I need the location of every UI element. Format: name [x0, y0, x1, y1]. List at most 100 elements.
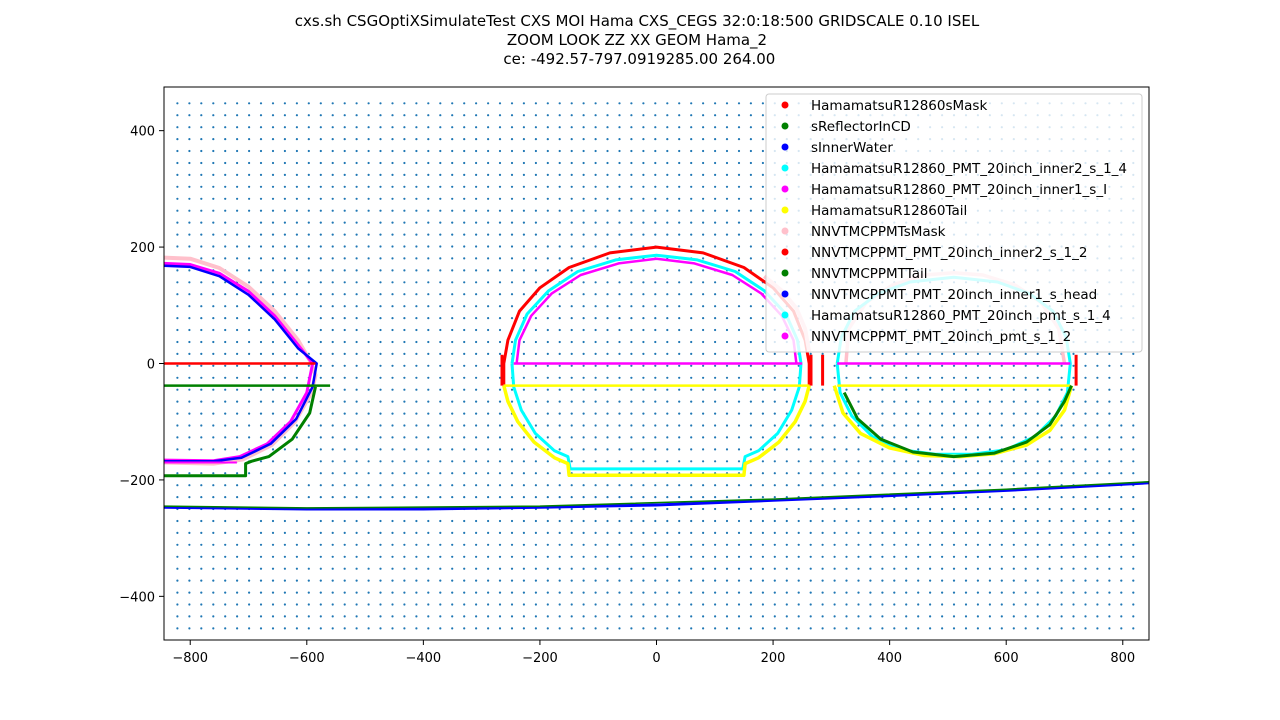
- grid-point: [809, 615, 812, 618]
- grid-point: [1132, 579, 1135, 582]
- grid-point: [212, 496, 215, 499]
- y-tick-label: −400: [119, 590, 155, 605]
- grid-point: [606, 114, 609, 117]
- grid-point: [1048, 484, 1051, 487]
- grid-point: [642, 519, 645, 523]
- legend-label: NNVTMCPPMT_PMT_20inch_inner1_s_head: [811, 287, 1097, 303]
- grid-point: [988, 519, 992, 523]
- grid-point: [546, 245, 549, 248]
- grid-point: [725, 460, 729, 463]
- grid-point: [929, 615, 932, 618]
- grid-point: [1024, 627, 1027, 630]
- grid-point: [451, 543, 454, 546]
- grid-point: [343, 364, 346, 367]
- grid-point: [271, 567, 275, 570]
- grid-point: [355, 317, 358, 320]
- grid-point: [725, 496, 729, 499]
- grid-point: [379, 340, 382, 344]
- grid-point: [415, 185, 418, 188]
- grid-point: [821, 388, 824, 391]
- grid-point: [534, 328, 538, 332]
- grid-point: [331, 436, 334, 439]
- grid-point: [271, 293, 275, 296]
- grid-point: [331, 149, 334, 153]
- grid-point: [391, 149, 394, 153]
- grid-point: [283, 317, 286, 320]
- grid-point: [331, 221, 334, 224]
- grid-point: [510, 496, 514, 499]
- grid-point: [427, 400, 430, 403]
- grid-point: [869, 460, 872, 463]
- grid-point: [391, 221, 394, 224]
- grid-point: [761, 567, 765, 570]
- grid-point: [212, 627, 215, 630]
- grid-point: [618, 340, 621, 344]
- grid-point: [534, 197, 538, 200]
- grid-point: [355, 281, 358, 284]
- grid-point: [594, 317, 597, 320]
- grid-point: [702, 531, 705, 535]
- grid-point: [857, 460, 860, 463]
- grid-point: [534, 496, 538, 499]
- grid-point: [809, 352, 812, 355]
- grid-point: [403, 209, 406, 212]
- grid-point: [331, 555, 334, 558]
- grid-point: [1084, 460, 1087, 463]
- grid-point: [451, 460, 454, 463]
- grid-point: [702, 400, 705, 403]
- grid-point: [343, 149, 346, 153]
- grid-point: [630, 269, 633, 272]
- grid-point: [188, 197, 191, 200]
- grid-point: [271, 352, 275, 355]
- grid-point: [355, 185, 358, 188]
- grid-point: [295, 615, 298, 618]
- grid-point: [630, 340, 633, 344]
- grid-point: [283, 173, 286, 176]
- grid-point: [1048, 579, 1051, 582]
- grid-point: [487, 472, 490, 475]
- grid-point: [1012, 460, 1015, 463]
- grid-point: [1060, 531, 1063, 535]
- grid-point: [964, 424, 968, 427]
- grid-point: [367, 317, 370, 320]
- grid-point: [546, 519, 549, 523]
- grid-point: [367, 364, 370, 367]
- grid-point: [725, 448, 729, 451]
- grid-point: [976, 579, 980, 582]
- grid-point: [797, 627, 800, 630]
- grid-point: [463, 615, 466, 618]
- grid-point: [857, 472, 860, 475]
- grid-point: [522, 615, 526, 618]
- grid-point: [761, 412, 765, 415]
- grid-point: [403, 102, 406, 105]
- grid-point: [355, 472, 358, 475]
- grid-point: [271, 126, 275, 129]
- grid-point: [283, 460, 286, 463]
- grid-point: [331, 472, 334, 475]
- grid-point: [714, 400, 717, 403]
- grid-point: [188, 603, 191, 606]
- grid-point: [451, 496, 454, 499]
- grid-point: [224, 126, 227, 129]
- grid-point: [773, 519, 776, 523]
- grid-point: [594, 281, 597, 284]
- grid-point: [630, 591, 633, 594]
- grid-point: [714, 519, 717, 523]
- grid-point: [188, 484, 191, 487]
- grid-point: [630, 138, 633, 141]
- grid-point: [391, 340, 394, 344]
- grid-point: [176, 448, 179, 451]
- grid-point: [403, 591, 406, 594]
- grid-point: [271, 496, 275, 499]
- grid-point: [594, 376, 597, 379]
- grid-point: [427, 460, 430, 463]
- grid-point: [690, 149, 693, 153]
- grid-point: [893, 484, 896, 487]
- grid-point: [905, 627, 908, 630]
- grid-point: [761, 591, 765, 594]
- grid-point: [391, 555, 394, 558]
- grid-point: [833, 615, 836, 618]
- grid-point: [522, 102, 526, 105]
- grid-point: [929, 555, 932, 558]
- grid-point: [1036, 352, 1039, 355]
